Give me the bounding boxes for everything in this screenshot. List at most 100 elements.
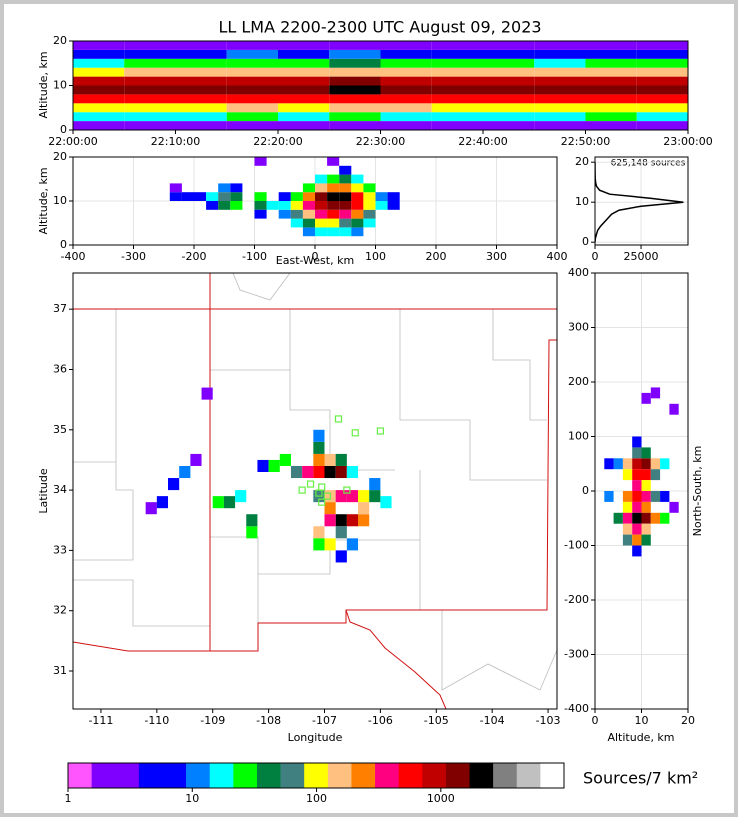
density-cell <box>431 112 483 122</box>
density-cell <box>351 209 364 219</box>
density-cell <box>431 76 483 86</box>
x-tick-label: -100 <box>242 250 267 263</box>
x-tick-label: 0 <box>592 250 599 263</box>
colorbar-cell <box>186 763 211 788</box>
density-cell <box>315 218 328 228</box>
density-cell <box>302 201 315 210</box>
density-cell <box>329 49 381 59</box>
density-cell <box>650 491 661 502</box>
density-cell <box>534 67 586 77</box>
x-tick-label: 0 <box>312 250 319 263</box>
density-cell <box>73 85 125 95</box>
density-cell <box>226 85 278 95</box>
x-tick-label: -110 <box>144 714 169 727</box>
density-cell <box>650 458 661 470</box>
density-cell <box>346 490 359 503</box>
x-tick-label: 25000 <box>624 250 659 263</box>
density-cell <box>483 94 535 104</box>
density-cell <box>387 201 400 210</box>
colorbar-cell <box>516 763 541 788</box>
density-cell <box>290 192 303 201</box>
density-cell <box>290 465 303 479</box>
station <box>298 486 306 494</box>
colorbar-cell <box>280 763 305 788</box>
density-cell <box>278 94 330 104</box>
density-cell <box>156 496 169 509</box>
density-cell <box>641 392 651 404</box>
density-cell <box>73 94 125 104</box>
density-cell <box>212 496 224 509</box>
county-line <box>492 309 547 421</box>
x-tick-label: -111 <box>88 714 113 727</box>
colorbar-cell <box>422 763 447 788</box>
y-axis-label: Altitude, km <box>37 51 50 118</box>
density-cell <box>380 41 432 50</box>
density-cell <box>324 465 336 479</box>
density-cell <box>254 192 267 201</box>
y-tick-label: 0 <box>582 484 589 497</box>
density-cell <box>632 501 642 513</box>
density-cell <box>650 387 661 399</box>
density-cell <box>324 453 336 466</box>
y-tick-label: 20 <box>575 155 589 168</box>
density-cell <box>327 227 340 237</box>
density-cell <box>585 112 637 122</box>
plot-frame <box>72 40 689 131</box>
y-tick-label: 35 <box>53 423 67 436</box>
y-tick-label: 34 <box>53 483 67 496</box>
density-cell <box>346 538 359 551</box>
density-cell <box>230 192 243 201</box>
density-cell <box>380 112 432 122</box>
density-cell <box>636 49 688 59</box>
density-cell <box>179 465 191 479</box>
y-tick-label: 0 <box>60 123 67 136</box>
density-cell <box>632 512 642 524</box>
density-cell <box>329 76 381 86</box>
density-cell <box>363 218 376 228</box>
density-cell <box>327 192 340 201</box>
density-cell <box>636 58 688 68</box>
y-tick-label: 10 <box>575 195 589 208</box>
density-cell <box>380 103 432 113</box>
density-cell <box>218 192 231 201</box>
density-cell <box>585 49 637 59</box>
station <box>376 427 384 435</box>
density-cell <box>483 85 535 95</box>
density-cell <box>358 502 370 515</box>
y-tick-label: -200 <box>564 593 589 606</box>
density-cell <box>534 103 586 113</box>
density-cell <box>290 218 303 228</box>
x-tick-label: 22:50:00 <box>561 135 610 148</box>
density-cell <box>431 67 483 77</box>
density-cell <box>636 103 688 113</box>
y-axis-label: Latitude <box>37 468 50 514</box>
colorbar-tick-label: 1000 <box>427 792 455 805</box>
plot-area <box>145 387 392 563</box>
density-cell <box>483 112 535 122</box>
plot-area <box>73 41 688 130</box>
density-cell <box>641 480 651 491</box>
x-tick-label: 22:10:00 <box>151 135 200 148</box>
density-cell <box>534 76 586 86</box>
density-cell <box>622 512 633 524</box>
density-cell <box>660 512 670 524</box>
y-axis-label: Altitude, km <box>37 167 50 234</box>
density-cell <box>315 174 328 184</box>
figure-background <box>4 4 734 813</box>
x-tick-label: 0 <box>592 714 599 727</box>
density-cell <box>327 157 340 166</box>
colorbar-cell <box>469 763 494 788</box>
density-cell <box>254 201 267 210</box>
colorbar-cell <box>68 763 92 788</box>
density-cell <box>302 465 314 479</box>
density-cell <box>339 192 352 201</box>
y-tick-label: 300 <box>568 321 589 334</box>
density-cell <box>124 58 176 68</box>
x-tick-label: -105 <box>424 714 449 727</box>
density-cell <box>175 49 227 59</box>
density-cell <box>622 523 633 535</box>
x-tick-label: -104 <box>480 714 505 727</box>
density-cell <box>534 85 586 95</box>
density-cell <box>302 209 315 219</box>
density-cell <box>313 526 325 539</box>
